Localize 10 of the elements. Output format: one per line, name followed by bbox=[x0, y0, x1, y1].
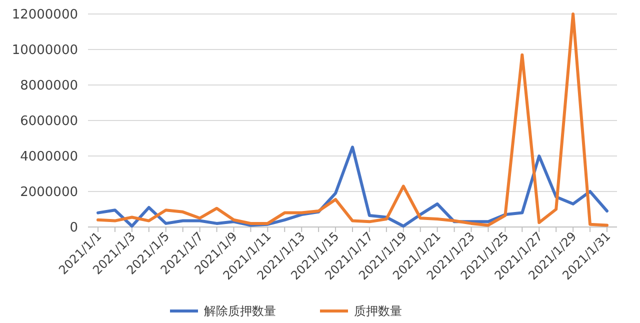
y-tick-label: 6000000 bbox=[20, 114, 78, 130]
y-tick-label: 0 bbox=[70, 220, 78, 236]
y-tick-label: 8000000 bbox=[20, 78, 78, 94]
legend-label: 解除质押数量 bbox=[204, 304, 276, 318]
legend-label: 质押数量 bbox=[354, 304, 402, 318]
y-tick-label: 10000000 bbox=[12, 43, 78, 58]
y-tick-label: 2000000 bbox=[20, 185, 78, 200]
line-series bbox=[96, 12, 608, 227]
y-tick-label: 12000000 bbox=[12, 8, 78, 23]
y-tick-label: 4000000 bbox=[20, 150, 78, 165]
